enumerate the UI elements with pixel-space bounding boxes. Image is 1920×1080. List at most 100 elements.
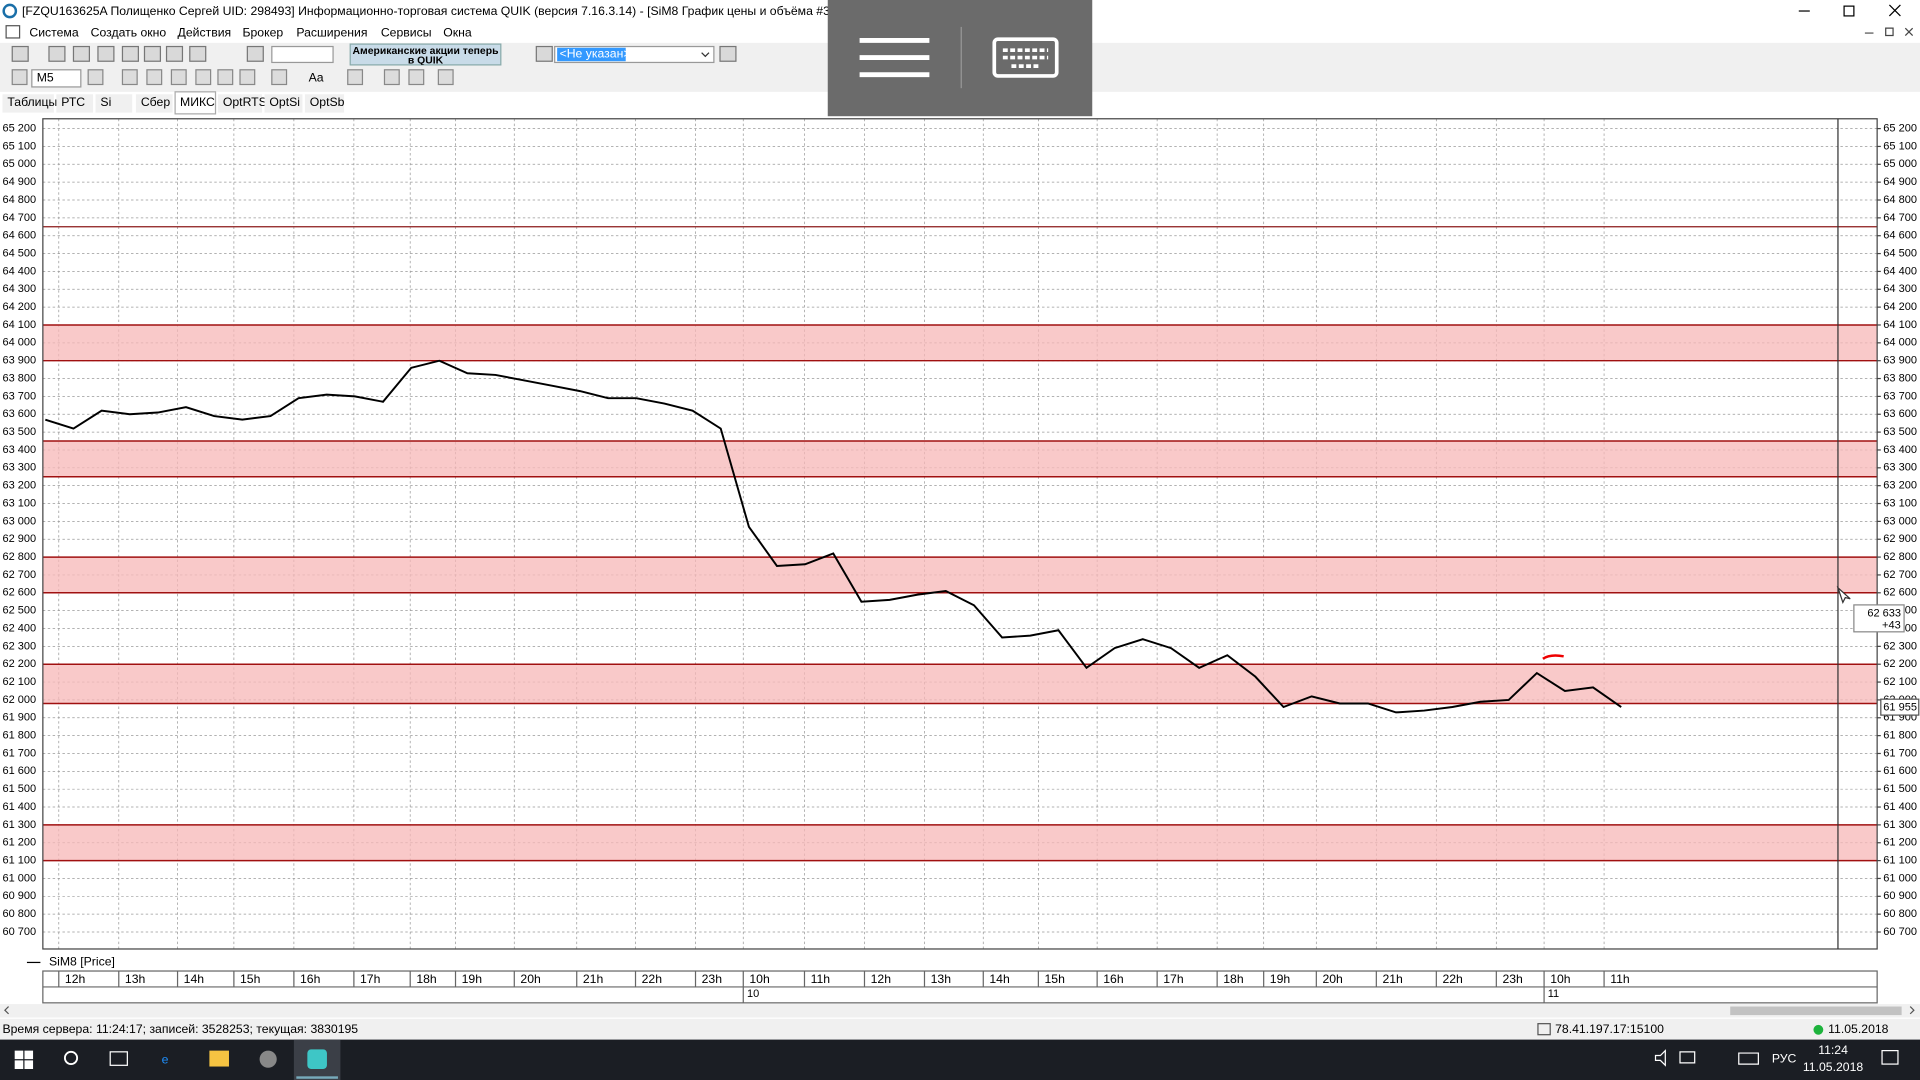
y-tick-label: 62 000 [2, 694, 36, 706]
y-tick-label: 62 900 [2, 533, 36, 545]
y-tick-label-right: 61 100 [1883, 855, 1917, 867]
y-tick-label-right: 61 400 [1883, 801, 1917, 813]
y-tick-label-right: 63 900 [1883, 355, 1917, 367]
toolbar-button[interactable] [383, 69, 400, 86]
y-tick-label-right: 63 500 [1883, 426, 1917, 438]
price-zone [42, 664, 1878, 704]
toolbar-button[interactable] [170, 69, 187, 86]
toolbar-button[interactable] [189, 45, 207, 62]
menu-item[interactable]: Сервисы [381, 25, 432, 39]
toolbar-button[interactable] [719, 45, 737, 62]
search-box[interactable] [271, 45, 334, 64]
toolbar-button[interactable] [239, 69, 256, 86]
toolbar-button[interactable] [121, 45, 139, 62]
tray-language[interactable]: РУС [1772, 1051, 1797, 1065]
x-tick-label: 21h [583, 972, 604, 986]
toolbar-button[interactable] [146, 69, 163, 86]
app-icon-2[interactable] [259, 1050, 277, 1068]
toolbar-button[interactable] [11, 45, 29, 62]
menu-item[interactable]: Окна [443, 25, 472, 39]
tab[interactable] [95, 94, 133, 113]
toolbar-button[interactable] [11, 69, 28, 86]
tab-label: OptSi [269, 95, 300, 109]
tab[interactable] [135, 94, 173, 113]
y-tick-label-right: 64 400 [1883, 265, 1917, 277]
y-tick-label: 63 200 [2, 480, 36, 492]
tab[interactable] [56, 94, 94, 113]
tray-icons[interactable] [1654, 1049, 1759, 1067]
y-tick-label-right: 63 800 [1883, 372, 1917, 384]
toolbar-button[interactable] [72, 45, 90, 62]
toolbar-button[interactable] [143, 45, 162, 62]
explorer-icon[interactable] [209, 1050, 229, 1067]
toolbar-button[interactable] [408, 69, 425, 86]
toolbar-button[interactable] [246, 45, 264, 62]
close-button[interactable] [1888, 4, 1901, 17]
y-tick-label-right: 64 700 [1883, 212, 1917, 224]
tab[interactable] [304, 94, 345, 113]
keyboard-icon[interactable] [992, 37, 1059, 78]
y-tick-label: 62 700 [2, 569, 36, 581]
banner-text: Американские акции теперь в QUIK [352, 44, 499, 65]
menu-item[interactable]: Система [29, 25, 78, 39]
menu-item[interactable]: Брокер [242, 25, 283, 39]
notifications[interactable] [1881, 1050, 1899, 1065]
scrollbar[interactable] [0, 1004, 1920, 1018]
maximize-button[interactable] [1843, 5, 1855, 17]
y-tick-label: 62 400 [2, 622, 36, 634]
menu-item[interactable]: Расширения [296, 25, 367, 39]
date-label: 11 [1548, 988, 1559, 1000]
search-button[interactable] [63, 1050, 79, 1065]
y-tick-label-right: 63 600 [1883, 408, 1917, 420]
scroll-arrows[interactable] [4, 1006, 1915, 1015]
x-tick-label: 16h [1103, 972, 1124, 986]
tab[interactable] [174, 91, 217, 115]
legend-label: SiM8 [Price] [49, 955, 115, 969]
hamburger-icon[interactable] [859, 37, 930, 78]
toolbar-button[interactable] [347, 69, 364, 86]
toolbar-button[interactable] [48, 45, 66, 62]
x-tick-label: 18h [1223, 972, 1244, 986]
y-tick-label: 62 600 [2, 587, 36, 599]
toolbar-button[interactable] [437, 69, 454, 86]
toolbar-button[interactable] [97, 45, 115, 62]
start-button[interactable] [14, 1050, 34, 1069]
mouse-cursor [1836, 585, 1851, 605]
price-label: 62 633 [1867, 607, 1901, 619]
y-tick-label-right: 62 300 [1883, 640, 1917, 652]
mdi-controls[interactable] [1864, 27, 1914, 37]
y-tick-label: 61 100 [2, 855, 36, 867]
font-button[interactable]: Aa [309, 71, 324, 85]
banner[interactable] [349, 43, 502, 66]
x-tick-label: 20h [1322, 972, 1343, 986]
toolbar-button[interactable] [121, 69, 138, 86]
toolbar-button[interactable] [271, 69, 288, 86]
x-tick-label: 15h [1044, 972, 1065, 986]
toolbar-button[interactable] [217, 69, 234, 86]
y-tick-label: 63 400 [2, 444, 36, 456]
interval-select[interactable] [31, 69, 82, 88]
interval-value: M5 [37, 71, 54, 85]
y-tick-label: 61 500 [2, 783, 36, 795]
y-tick-label: 62 100 [2, 676, 36, 688]
toolbar-button[interactable] [195, 69, 212, 86]
scroll-thumb[interactable] [1730, 1006, 1902, 1016]
menu-item[interactable]: Создать окно [91, 25, 167, 39]
menu-item[interactable]: Действия [178, 25, 232, 39]
x-tick-label: 12h [871, 972, 892, 986]
menu-icon[interactable] [5, 25, 21, 39]
y-tick-label: 62 500 [2, 605, 36, 617]
toolbar-button[interactable] [87, 69, 104, 86]
tray-date[interactable]: 11.05.2018 [1803, 1060, 1864, 1074]
y-tick-label-right: 63 700 [1883, 390, 1917, 402]
toolbar-button[interactable] [535, 45, 553, 62]
task-view[interactable] [109, 1051, 128, 1066]
tab[interactable] [264, 94, 303, 113]
tab[interactable] [2, 94, 54, 113]
tray-time[interactable]: 11:24 [1818, 1043, 1848, 1057]
edge-icon[interactable]: e [162, 1053, 169, 1067]
toolbar-button[interactable] [165, 45, 184, 62]
tab[interactable] [217, 94, 263, 113]
x-tick-label: 12h [65, 972, 86, 986]
